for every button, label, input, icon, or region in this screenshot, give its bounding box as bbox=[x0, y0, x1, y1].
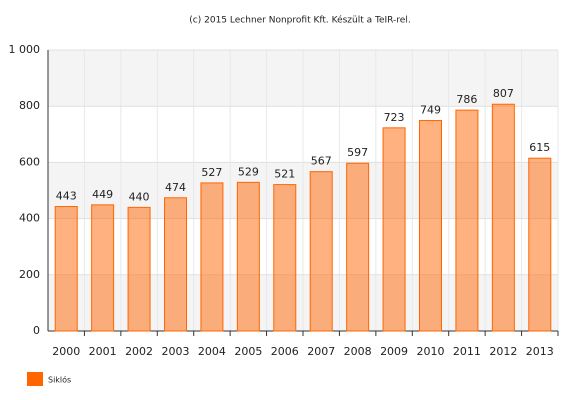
bar bbox=[127, 206, 151, 332]
bar bbox=[528, 157, 552, 332]
data-label: 597 bbox=[347, 146, 368, 159]
bar bbox=[382, 127, 406, 332]
y-tick-label: 1 000 bbox=[9, 43, 41, 56]
x-tick-label: 2006 bbox=[271, 345, 299, 358]
y-tick-label: 200 bbox=[19, 268, 40, 281]
data-label: 449 bbox=[92, 188, 113, 201]
y-tick-label: 0 bbox=[33, 324, 40, 337]
data-label: 786 bbox=[456, 93, 477, 106]
x-tick-label: 2012 bbox=[489, 345, 517, 358]
x-tick-label: 2009 bbox=[380, 345, 408, 358]
bar bbox=[200, 182, 224, 332]
data-label: 567 bbox=[311, 155, 332, 168]
data-label: 615 bbox=[529, 141, 550, 154]
x-tick-label: 2013 bbox=[526, 345, 554, 358]
x-tick-label: 2011 bbox=[453, 345, 481, 358]
data-label: 807 bbox=[493, 87, 514, 100]
bar bbox=[455, 109, 479, 332]
legend-swatch bbox=[27, 372, 43, 386]
bar bbox=[236, 181, 260, 332]
bar bbox=[309, 171, 333, 332]
x-tick-label: 2000 bbox=[52, 345, 80, 358]
data-label: 749 bbox=[420, 104, 441, 117]
bar bbox=[419, 120, 442, 332]
bar bbox=[164, 197, 187, 332]
data-label: 440 bbox=[129, 190, 150, 203]
bar bbox=[491, 103, 515, 332]
data-label: 723 bbox=[384, 111, 405, 124]
legend-label: Siklós bbox=[48, 375, 71, 385]
x-tick-label: 2001 bbox=[89, 345, 117, 358]
data-label: 527 bbox=[201, 166, 222, 179]
y-tick-label: 800 bbox=[19, 99, 40, 112]
data-label: 443 bbox=[56, 190, 77, 203]
data-label: 521 bbox=[274, 168, 295, 181]
x-tick-label: 2002 bbox=[125, 345, 153, 358]
x-tick-label: 2010 bbox=[417, 345, 445, 358]
y-tick-label: 400 bbox=[19, 212, 40, 225]
bar bbox=[273, 184, 297, 332]
x-tick-label: 2005 bbox=[234, 345, 262, 358]
chart-title: (c) 2015 Lechner Nonprofit Kft. Készült … bbox=[189, 15, 410, 26]
x-tick-label: 2008 bbox=[344, 345, 372, 358]
bar bbox=[91, 204, 115, 332]
y-tick-label: 600 bbox=[19, 155, 40, 168]
x-tick-label: 2004 bbox=[198, 345, 226, 358]
data-label: 474 bbox=[165, 181, 186, 194]
bar bbox=[54, 206, 78, 332]
x-tick-label: 2007 bbox=[307, 345, 335, 358]
data-label: 529 bbox=[238, 165, 259, 178]
x-tick-label: 2003 bbox=[162, 345, 190, 358]
bar bbox=[346, 162, 370, 332]
